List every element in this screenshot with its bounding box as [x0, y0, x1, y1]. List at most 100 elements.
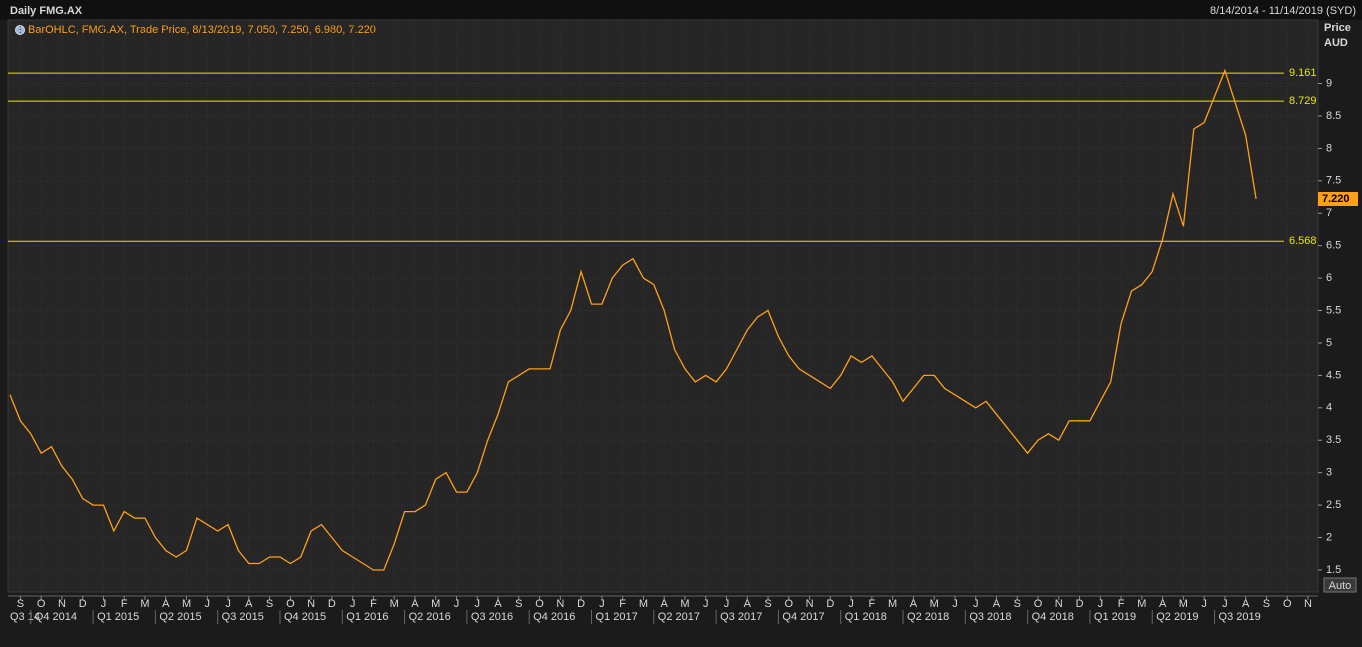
quarter-label: Q1 2017 [596, 611, 638, 623]
scale-button[interactable] [1323, 577, 1357, 593]
x-tick-label: J [973, 598, 979, 610]
quarter-label: Q1 2019 [1094, 611, 1136, 623]
x-tick-label: N [58, 598, 66, 610]
x-tick-label: J [703, 598, 709, 610]
quarter-label: Q4 2018 [1032, 611, 1074, 623]
x-tick-label: J [724, 598, 730, 610]
quarter-label: Q2 2019 [1156, 611, 1198, 623]
level-label: 6.568 [1289, 235, 1317, 247]
quarter-label: Q2 2015 [159, 611, 201, 623]
x-tick-label: N [556, 598, 564, 610]
scale-button-label[interactable]: Auto [1329, 580, 1352, 592]
quarter-label: Q3 2016 [471, 611, 513, 623]
x-tick-label: J [1098, 598, 1104, 610]
x-tick-label: A [993, 598, 1001, 610]
x-tick-label: J [350, 598, 356, 610]
x-tick-label: S [764, 598, 771, 610]
quarter-label: Q4 2015 [284, 611, 326, 623]
x-tick-label: F [121, 598, 128, 610]
y-tick-label: 4.5 [1326, 369, 1341, 381]
chart-title: Daily FMG.AX [10, 5, 83, 17]
level-label: 8.729 [1289, 95, 1317, 107]
y-tick-label: 4 [1326, 402, 1332, 414]
quarter-label: Q3 2017 [720, 611, 762, 623]
quarter-label: Q4 2017 [782, 611, 824, 623]
x-tick-label: M [431, 598, 440, 610]
x-tick-label: A [1159, 598, 1167, 610]
y-tick-label: 5.5 [1326, 304, 1341, 316]
quarter-label: Q1 2015 [97, 611, 139, 623]
y-tick-label: 3.5 [1326, 434, 1341, 446]
y-tick-label: 7 [1326, 207, 1332, 219]
x-tick-label: J [1201, 598, 1207, 610]
x-tick-label: F [619, 598, 626, 610]
x-tick-label: A [494, 598, 502, 610]
y-tick-label: 6.5 [1326, 240, 1341, 252]
x-tick-label: S [515, 598, 522, 610]
y-tick-label: 7.5 [1326, 175, 1341, 187]
y-tick-label: 3 [1326, 467, 1332, 479]
x-tick-label: O [1283, 598, 1292, 610]
x-tick-label: N [1304, 598, 1312, 610]
x-tick-label: D [79, 598, 87, 610]
x-tick-label: M [140, 598, 149, 610]
x-tick-label: F [370, 598, 377, 610]
quarter-label: Q1 2018 [845, 611, 887, 623]
x-tick-label: A [661, 598, 669, 610]
x-tick-label: A [910, 598, 918, 610]
x-tick-label: N [1055, 598, 1063, 610]
x-tick-label: M [639, 598, 648, 610]
quarter-label: Q3 14 [10, 611, 40, 623]
x-tick-label: S [1014, 598, 1021, 610]
x-tick-label: S [266, 598, 273, 610]
quarter-label: Q3 2019 [1219, 611, 1261, 623]
y-tick-label: 8 [1326, 142, 1332, 154]
x-tick-label: F [869, 598, 876, 610]
quarter-label: Q2 2018 [907, 611, 949, 623]
y-tick-label: 2 [1326, 531, 1332, 543]
x-tick-label: O [785, 598, 794, 610]
x-tick-label: D [826, 598, 834, 610]
x-tick-label: J [225, 598, 231, 610]
y-tick-label: 1.5 [1326, 564, 1341, 576]
x-tick-label: M [1179, 598, 1188, 610]
y-tick-label: 5 [1326, 337, 1332, 349]
quarter-label: Q2 2016 [409, 611, 451, 623]
x-tick-label: J [952, 598, 958, 610]
x-tick-label: A [162, 598, 170, 610]
x-tick-label: A [245, 598, 253, 610]
x-tick-label: M [1137, 598, 1146, 610]
price-line [9, 68, 1257, 571]
y-tick-label: 9 [1326, 77, 1332, 89]
x-tick-label: D [577, 598, 585, 610]
quarter-label: Q3 2018 [969, 611, 1011, 623]
x-tick-label: J [205, 598, 211, 610]
x-tick-label: S [1263, 598, 1270, 610]
x-tick-label: J [475, 598, 481, 610]
x-tick-label: M [888, 598, 897, 610]
quarter-label: Q4 2016 [533, 611, 575, 623]
x-tick-label: O [535, 598, 544, 610]
x-tick-label: F [1118, 598, 1125, 610]
x-tick-label: S [17, 598, 24, 610]
x-tick-label: M [930, 598, 939, 610]
quarter-label: Q1 2016 [346, 611, 388, 623]
date-range: 8/14/2014 - 11/14/2019 (SYD) [1210, 5, 1356, 17]
x-tick-label: M [680, 598, 689, 610]
y-tick-label: 8.5 [1326, 110, 1341, 122]
x-tick-label: J [848, 598, 854, 610]
y-axis-title: Price [1324, 22, 1351, 34]
quarter-label: Q2 2017 [658, 611, 700, 623]
x-tick-label: J [101, 598, 107, 610]
header-bar [0, 0, 1362, 20]
x-tick-label: J [454, 598, 460, 610]
legend-text: BarOHLC, FMG.AX, Trade Price, 8/13/2019,… [28, 24, 376, 36]
x-tick-label: A [1242, 598, 1250, 610]
x-tick-label: M [390, 598, 399, 610]
x-tick-label: N [307, 598, 315, 610]
quarter-label: Q3 2015 [222, 611, 264, 623]
x-tick-label: J [599, 598, 605, 610]
x-tick-label: O [286, 598, 295, 610]
quarter-label: Q4 2014 [35, 611, 77, 623]
